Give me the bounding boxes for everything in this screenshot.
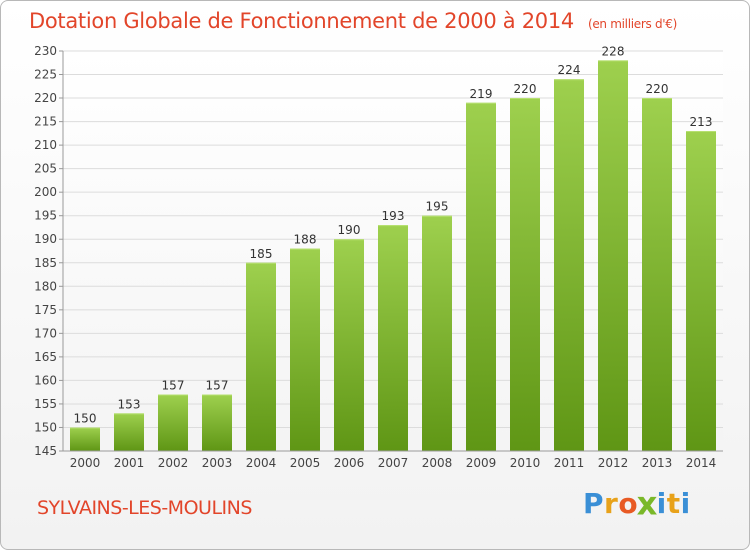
bar-value-label: 157 <box>206 379 229 393</box>
x-tick-label: 2004 <box>246 456 277 470</box>
y-tick-label: 215 <box>34 115 57 129</box>
logo-letter: r <box>604 487 619 520</box>
bar-value-label: 213 <box>690 115 713 129</box>
x-tick-label: 2005 <box>290 456 321 470</box>
logo-letter: i <box>680 487 691 520</box>
bar-2013 <box>642 98 672 451</box>
bar-2006 <box>334 239 364 451</box>
bar-2000 <box>70 427 100 451</box>
bar-value-label: 153 <box>118 397 141 411</box>
x-tick-label: 2000 <box>70 456 101 470</box>
y-tick-label: 200 <box>34 185 57 199</box>
x-tick-label: 2008 <box>422 456 453 470</box>
y-tick-label: 190 <box>34 232 57 246</box>
x-tick-label: 2003 <box>202 456 233 470</box>
bar-value-label: 219 <box>470 87 493 101</box>
y-tick-label: 180 <box>34 279 57 293</box>
y-tick-label: 170 <box>34 326 57 340</box>
y-tick-label: 145 <box>34 444 57 458</box>
x-tick-label: 2002 <box>158 456 189 470</box>
y-tick-label: 150 <box>34 420 57 434</box>
bar-value-label: 188 <box>294 233 317 247</box>
x-tick-label: 2011 <box>554 456 585 470</box>
bar-value-label: 224 <box>558 63 581 77</box>
x-tick-label: 2014 <box>686 456 717 470</box>
chart-subtitle: (en milliers d'€) <box>587 17 677 31</box>
logo-letter: o <box>618 487 639 520</box>
chart-title: Dotation Globale de Fonctionnement de 20… <box>29 9 677 33</box>
bar-2012 <box>598 60 628 451</box>
x-tick-label: 2013 <box>642 456 673 470</box>
y-tick-label: 175 <box>34 303 57 317</box>
bar-2002 <box>158 394 188 451</box>
x-tick-label: 2010 <box>510 456 541 470</box>
logo-letter: i <box>656 487 667 520</box>
bar-2009 <box>466 102 496 451</box>
bar-value-label: 157 <box>162 379 185 393</box>
y-tick-label: 195 <box>34 209 57 223</box>
bar-2005 <box>290 248 320 451</box>
x-tick-label: 2012 <box>598 456 629 470</box>
bar-value-label: 190 <box>338 223 361 237</box>
bar-2008 <box>422 215 452 451</box>
bar-value-label: 220 <box>514 82 537 96</box>
logo-letter: t <box>666 487 681 520</box>
bar-value-label: 150 <box>74 411 97 425</box>
y-tick-label: 185 <box>34 256 57 270</box>
y-tick-label: 160 <box>34 373 57 387</box>
y-tick-label: 165 <box>34 350 57 364</box>
logo-letter: x <box>636 484 659 523</box>
y-tick-label: 225 <box>34 68 57 82</box>
bar-2014 <box>686 131 716 451</box>
bar-2010 <box>510 98 540 451</box>
y-tick-label: 205 <box>34 162 57 176</box>
y-tick-label: 230 <box>34 44 57 58</box>
bar-2007 <box>378 225 408 451</box>
logo-letter: P <box>583 487 605 520</box>
x-tick-label: 2001 <box>114 456 145 470</box>
x-tick-label: 2006 <box>334 456 365 470</box>
bar-value-label: 220 <box>646 82 669 96</box>
y-tick-label: 210 <box>34 138 57 152</box>
x-tick-label: 2009 <box>466 456 497 470</box>
chart-title-text: Dotation Globale de Fonctionnement de 20… <box>29 9 574 33</box>
proxiti-logo: Proxiti <box>583 484 691 523</box>
y-tick-label: 155 <box>34 397 57 411</box>
bar-2004 <box>246 262 276 451</box>
bar-value-label: 195 <box>426 200 449 214</box>
y-tick-label: 220 <box>34 91 57 105</box>
commune-name: SYLVAINS-LES-MOULINS <box>37 497 252 519</box>
bar-value-label: 228 <box>602 44 625 58</box>
bar-value-label: 193 <box>382 209 405 223</box>
bar-2011 <box>554 79 584 451</box>
bar-value-label: 185 <box>250 247 273 261</box>
bar-2003 <box>202 394 232 451</box>
bar-2001 <box>114 413 144 451</box>
x-tick-label: 2007 <box>378 456 409 470</box>
